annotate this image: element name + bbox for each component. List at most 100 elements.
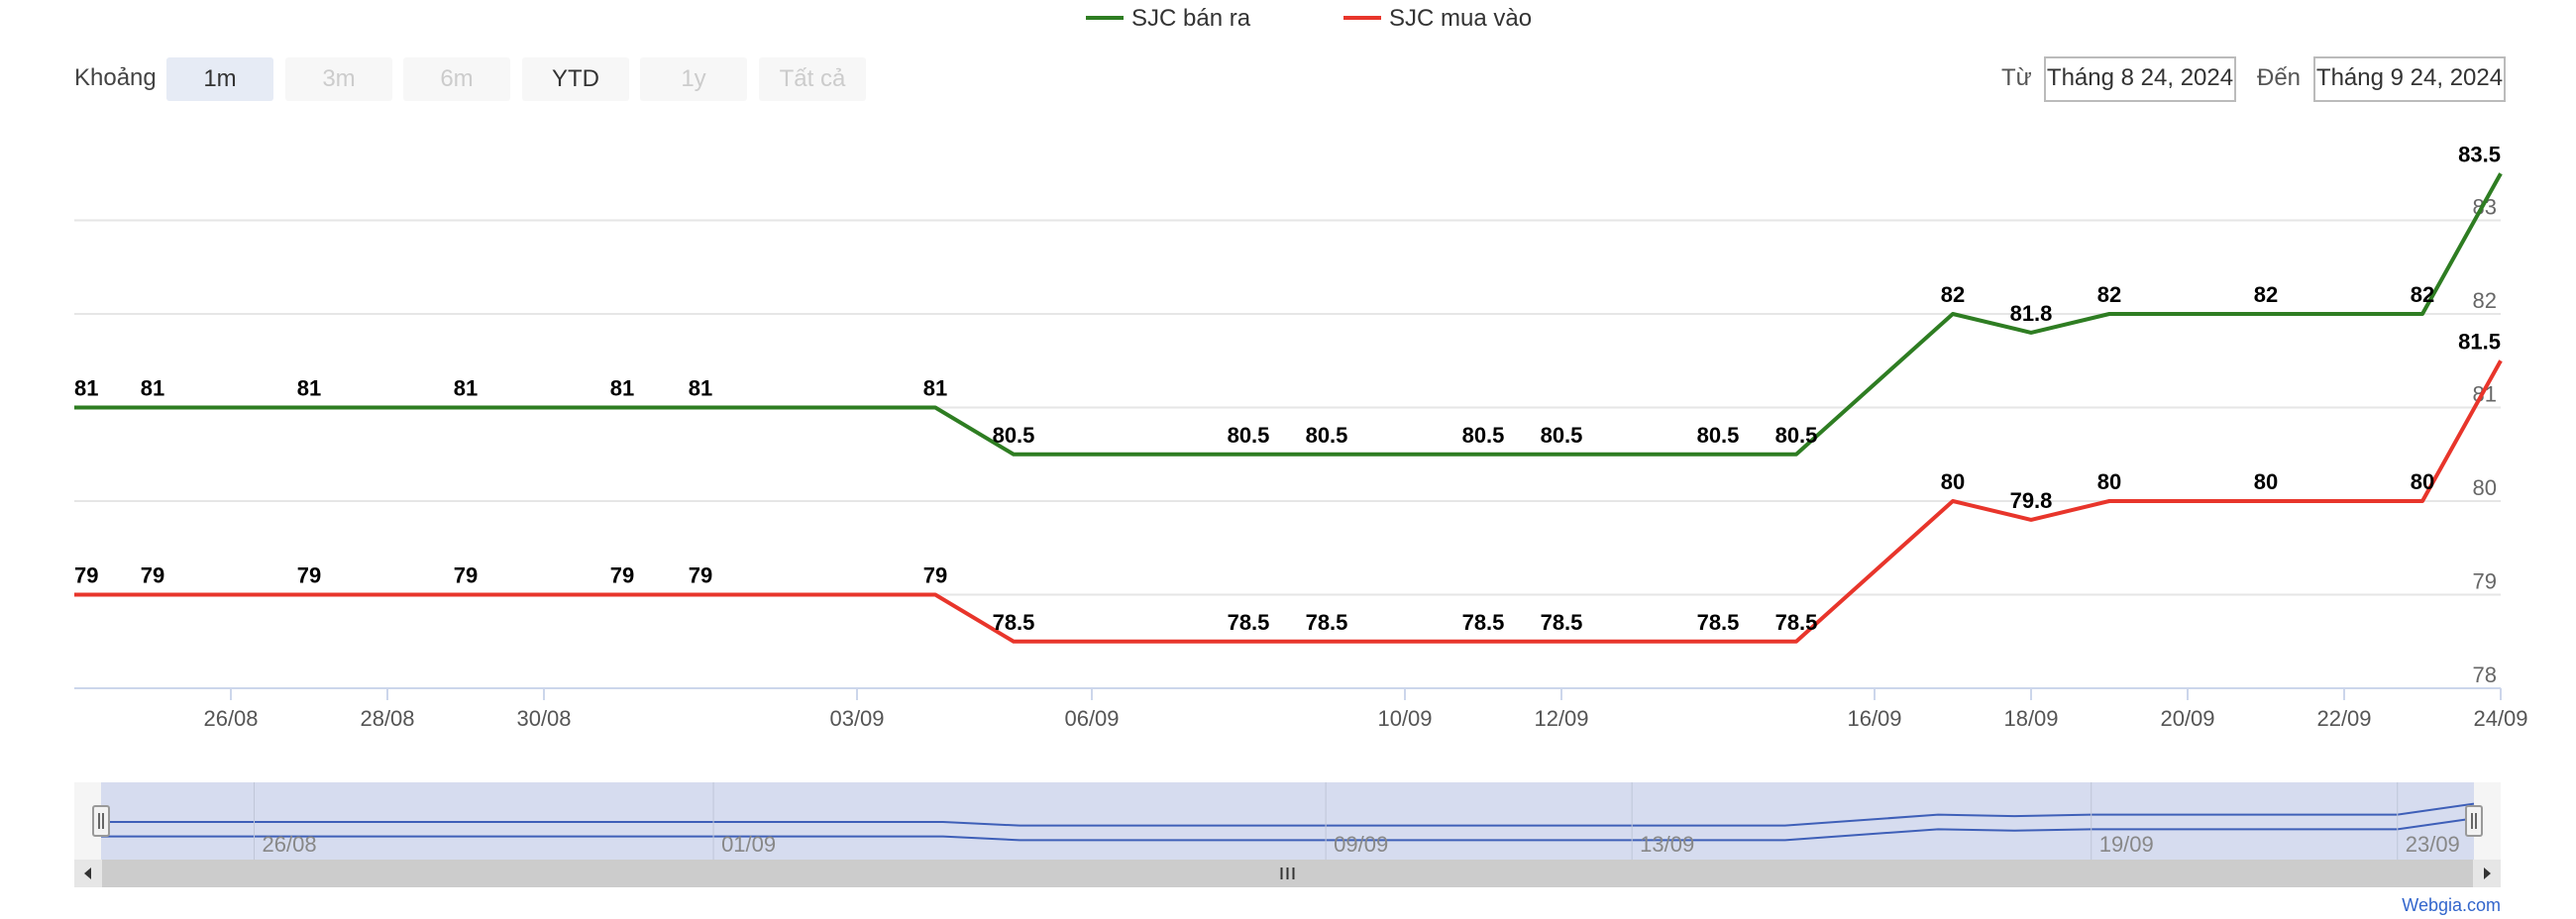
x-tick-label: 30/08 [516,706,571,731]
data-label: 78.5 [993,610,1035,635]
legend-item-ban-ra[interactable]: SJC bán ra [1086,5,1251,32]
x-tick-label: 20/09 [2160,706,2214,731]
data-label: 80.5 [1462,423,1505,448]
x-tick-label: 22/09 [2316,706,2371,731]
data-label: 78.5 [1775,610,1818,635]
scroll-left-arrow-icon[interactable] [74,860,102,887]
data-label: 80.5 [1541,423,1583,448]
series [74,172,2503,644]
range-button-label: 3m [322,65,355,92]
data-label: 82 [2097,282,2121,307]
navigator-series-line [101,802,2475,827]
legend-item-mua-vao[interactable]: SJC mua vào [1343,5,1532,32]
data-label: 79 [689,563,712,588]
right-triangle [2484,868,2491,879]
data-label: 81.8 [2010,301,2053,326]
data-label: 80.5 [1697,423,1740,448]
data-label: 79.8 [2010,488,2053,513]
data-label: 79 [74,563,98,588]
data-label: 78.5 [1306,610,1348,635]
x-tick-label: 24/09 [2473,706,2527,731]
navigator-tick-label: 01/09 [721,832,776,857]
navigator[interactable]: 26/08 01/09 09/09 13/09 19/09 23/09 [74,782,2501,887]
data-label: 81 [454,376,478,401]
data-label: 81 [610,376,634,401]
x-tick-label: 10/09 [1377,706,1432,731]
data-label: 80 [2411,469,2434,494]
data-label: 82 [2411,282,2434,307]
range-button-bg [403,57,510,101]
scroll-right-arrow-icon[interactable] [2473,860,2501,887]
legend-label: SJC bán ra [1131,5,1251,32]
data-label: 79 [610,563,634,588]
date-to-label: Đến [2257,64,2301,91]
range-button-bg [166,57,273,101]
series-line-ban-ra[interactable] [74,172,2503,457]
left-triangle [84,868,91,879]
data-label: 80.5 [1228,423,1270,448]
data-label: 80 [2097,469,2121,494]
data-label: 79 [923,563,947,588]
credit-link[interactable]: Webgia.com [2402,895,2501,915]
y-tick-label: 80 [2473,475,2497,500]
x-tick-label: 03/09 [829,706,884,731]
x-tick-label: 28/08 [360,706,414,731]
navigator-series-line [101,817,2475,842]
data-label: 78.5 [1228,610,1270,635]
navigator-tick-label: 13/09 [1640,832,1694,857]
range-button-label: YTD [552,65,599,92]
y-tick-label: 82 [2473,288,2497,313]
series-line-mua-vao[interactable] [74,359,2503,644]
navigator-handle-right[interactable] [2465,805,2483,837]
legend-label: SJC mua vào [1389,5,1532,32]
range-button-ytd[interactable]: YTD [522,57,629,101]
range-label: Khoảng [74,64,157,91]
navigator-tick-label: 26/08 [263,832,317,857]
navigator-tick-label: 19/09 [2099,832,2154,857]
range-button-bg [759,57,866,101]
date-to-input-box[interactable] [2313,56,2506,102]
data-label: 81 [689,376,712,401]
date-to-input[interactable]: Tháng 9 24, 2024 [2316,64,2503,91]
data-label: 80 [2254,469,2278,494]
data-label: 80.5 [1306,423,1348,448]
range-button-bg [285,57,392,101]
range-button-label: Tất cả [780,65,846,92]
data-label: 79 [141,563,164,588]
range-button-label: 6m [440,65,473,92]
data-label: 78.5 [1462,610,1505,635]
data-labels: 81 81 81 81 81 81 81 80.5 80.5 80.5 80.5 80.5 80.5 80… [74,142,2501,635]
y-tick-label: 79 [2473,569,2497,594]
date-from-input[interactable]: Tháng 8 24, 2024 [2047,64,2233,91]
range-button-3m[interactable]: 3m [285,57,392,101]
navigator-tick-label: 09/09 [1334,832,1388,857]
range-button-1y[interactable]: 1y [640,57,747,101]
handle-grip [2465,805,2483,837]
range-button-bg [640,57,747,101]
range-button-tất-cả[interactable]: Tất cả [759,57,866,101]
x-tick-label: 26/08 [203,706,258,731]
data-label: 81 [141,376,164,401]
range-button-label: 1m [203,65,236,92]
data-label: 78.5 [1697,610,1740,635]
data-label: 80 [1941,469,1965,494]
y-tick-label: 78 [2473,663,2497,687]
range-button-6m[interactable]: 6m [403,57,510,101]
data-label: 81.5 [2458,329,2501,354]
data-label: 83.5 [2458,142,2501,166]
data-label: 79 [454,563,478,588]
range-button-1m[interactable]: 1m [166,57,273,101]
data-label: 82 [1941,282,1965,307]
data-label: 81 [923,376,947,401]
navigator-tick-label: 23/09 [2406,832,2460,857]
navigator-handle-left[interactable] [92,805,110,837]
handle-grip [92,805,110,837]
legend[interactable]: SJC bán ra SJC mua vào [1086,5,1532,32]
x-tick-label: 18/09 [2003,706,2058,731]
date-from-input-box[interactable] [2044,56,2236,102]
data-label: 81 [297,376,321,401]
data-label: 78.5 [1541,610,1583,635]
range-button-bg [522,57,629,101]
data-label: 79 [297,563,321,588]
